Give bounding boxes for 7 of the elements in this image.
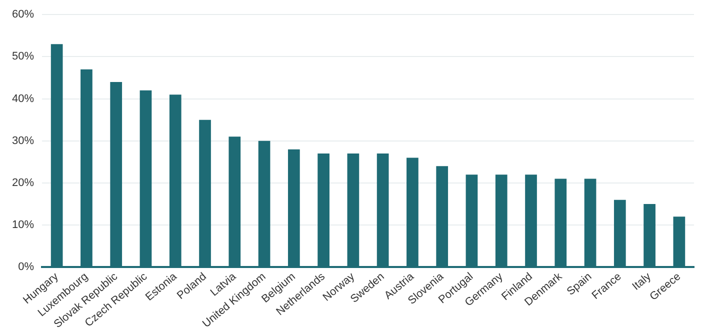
y-tick-label: 40%: [12, 92, 34, 105]
y-tick-label: 50%: [12, 50, 34, 63]
y-tick-label: 20%: [12, 177, 34, 190]
y-tick-label: 0%: [18, 261, 34, 274]
y-tick-label: 10%: [12, 219, 34, 232]
y-tick-label: 30%: [12, 134, 34, 147]
y-tick-label: 60%: [12, 8, 34, 21]
